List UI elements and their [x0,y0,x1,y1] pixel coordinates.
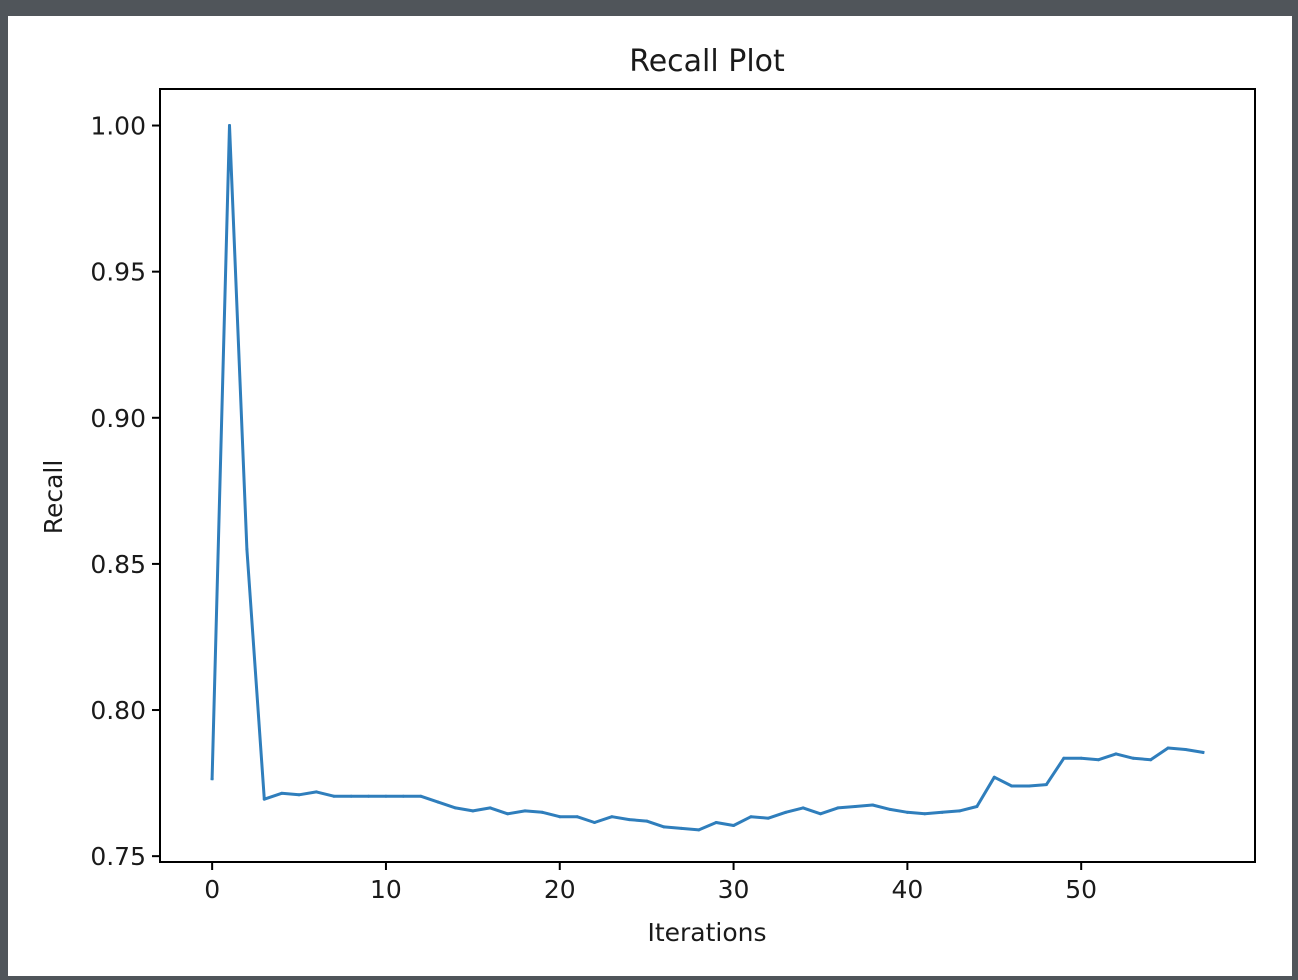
recall-data-point [1010,784,1014,788]
recall-data-point [732,823,736,827]
recall-data-point [1062,756,1066,760]
y-axis-label: Recall [39,460,68,535]
recall-data-point [453,806,457,810]
x-axis-label: Iterations [647,918,766,947]
recall-data-point [384,794,388,798]
recall-data-point [662,825,666,829]
recall-data-point [1027,784,1031,788]
recall-series-line [210,124,1205,832]
recall-data-point [697,828,701,832]
x-tick-label: 40 [891,875,923,904]
recall-data-point [558,815,562,819]
recall-data-point [332,794,336,798]
recall-data-point [905,810,909,814]
recall-data-point [679,826,683,830]
recall-data-point [367,794,371,798]
recall-data-point [1183,747,1187,751]
recall-data-point [1166,746,1170,750]
recall-data-point [540,810,544,814]
recall-data-point [280,791,284,795]
recall-data-point [593,821,597,825]
recall-data-point [210,777,214,781]
recall-data-point [245,547,249,551]
recall-data-point [314,790,318,794]
recall-data-point [1201,750,1205,754]
y-tick-label: 0.80 [90,696,146,725]
recall-data-point [818,812,822,816]
recall-data-point [419,794,423,798]
y-tick-label: 0.95 [90,258,146,287]
recall-data-point [297,793,301,797]
y-tick-label: 0.90 [90,404,146,433]
recall-data-point [853,804,857,808]
recall-data-point [749,815,753,819]
plot-series [210,124,1205,832]
recall-data-point [436,800,440,804]
y-tick-label: 1.00 [90,112,146,141]
recall-data-point [1097,758,1101,762]
y-tick-label: 0.85 [90,550,146,579]
recall-data-point [610,815,614,819]
y-tick-label: 0.75 [90,842,146,871]
recall-data-point [488,806,492,810]
recall-data-point [471,809,475,813]
x-tick-label: 10 [370,875,402,904]
recall-data-point [1079,756,1083,760]
recall-data-point [349,794,353,798]
recall-data-point [714,821,718,825]
recall-data-point [575,815,579,819]
plot-area-frame [159,88,1256,863]
recall-data-point [262,797,266,801]
recall-data-point [627,818,631,822]
recall-data-point [975,804,979,808]
recall-data-point [523,809,527,813]
recall-data-point [1131,756,1135,760]
axis-ticks: 0 10 20 30 40 50 0.75 0.80 0.85 0.90 0.95 1.00 [90,112,1097,904]
recall-data-point [645,819,649,823]
x-tick-label: 30 [718,875,750,904]
recall-data-point [801,806,805,810]
recall-data-point [1044,783,1048,787]
recall-data-point [888,807,892,811]
recall-data-point [228,124,232,128]
recall-data-point [992,775,996,779]
x-tick-label: 0 [204,875,220,904]
recall-data-point [940,810,944,814]
recall-data-point [958,809,962,813]
x-tick-label: 20 [544,875,576,904]
recall-data-point [923,812,927,816]
recall-line-chart: Recall Plot Iterations Recall 0 10 20 30 40 5… [39,44,1256,947]
recall-data-point [1149,758,1153,762]
recall-data-point [784,810,788,814]
recall-data-point [401,794,405,798]
recall-data-point [766,816,770,820]
x-tick-label: 50 [1065,875,1097,904]
recall-data-point [506,812,510,816]
chart-title: Recall Plot [629,44,785,79]
recall-data-point [1114,752,1118,756]
figure: Recall Plot Iterations Recall 0 10 20 30 40 5… [8,16,1292,976]
recall-data-point [836,806,840,810]
recall-data-point [871,803,875,807]
